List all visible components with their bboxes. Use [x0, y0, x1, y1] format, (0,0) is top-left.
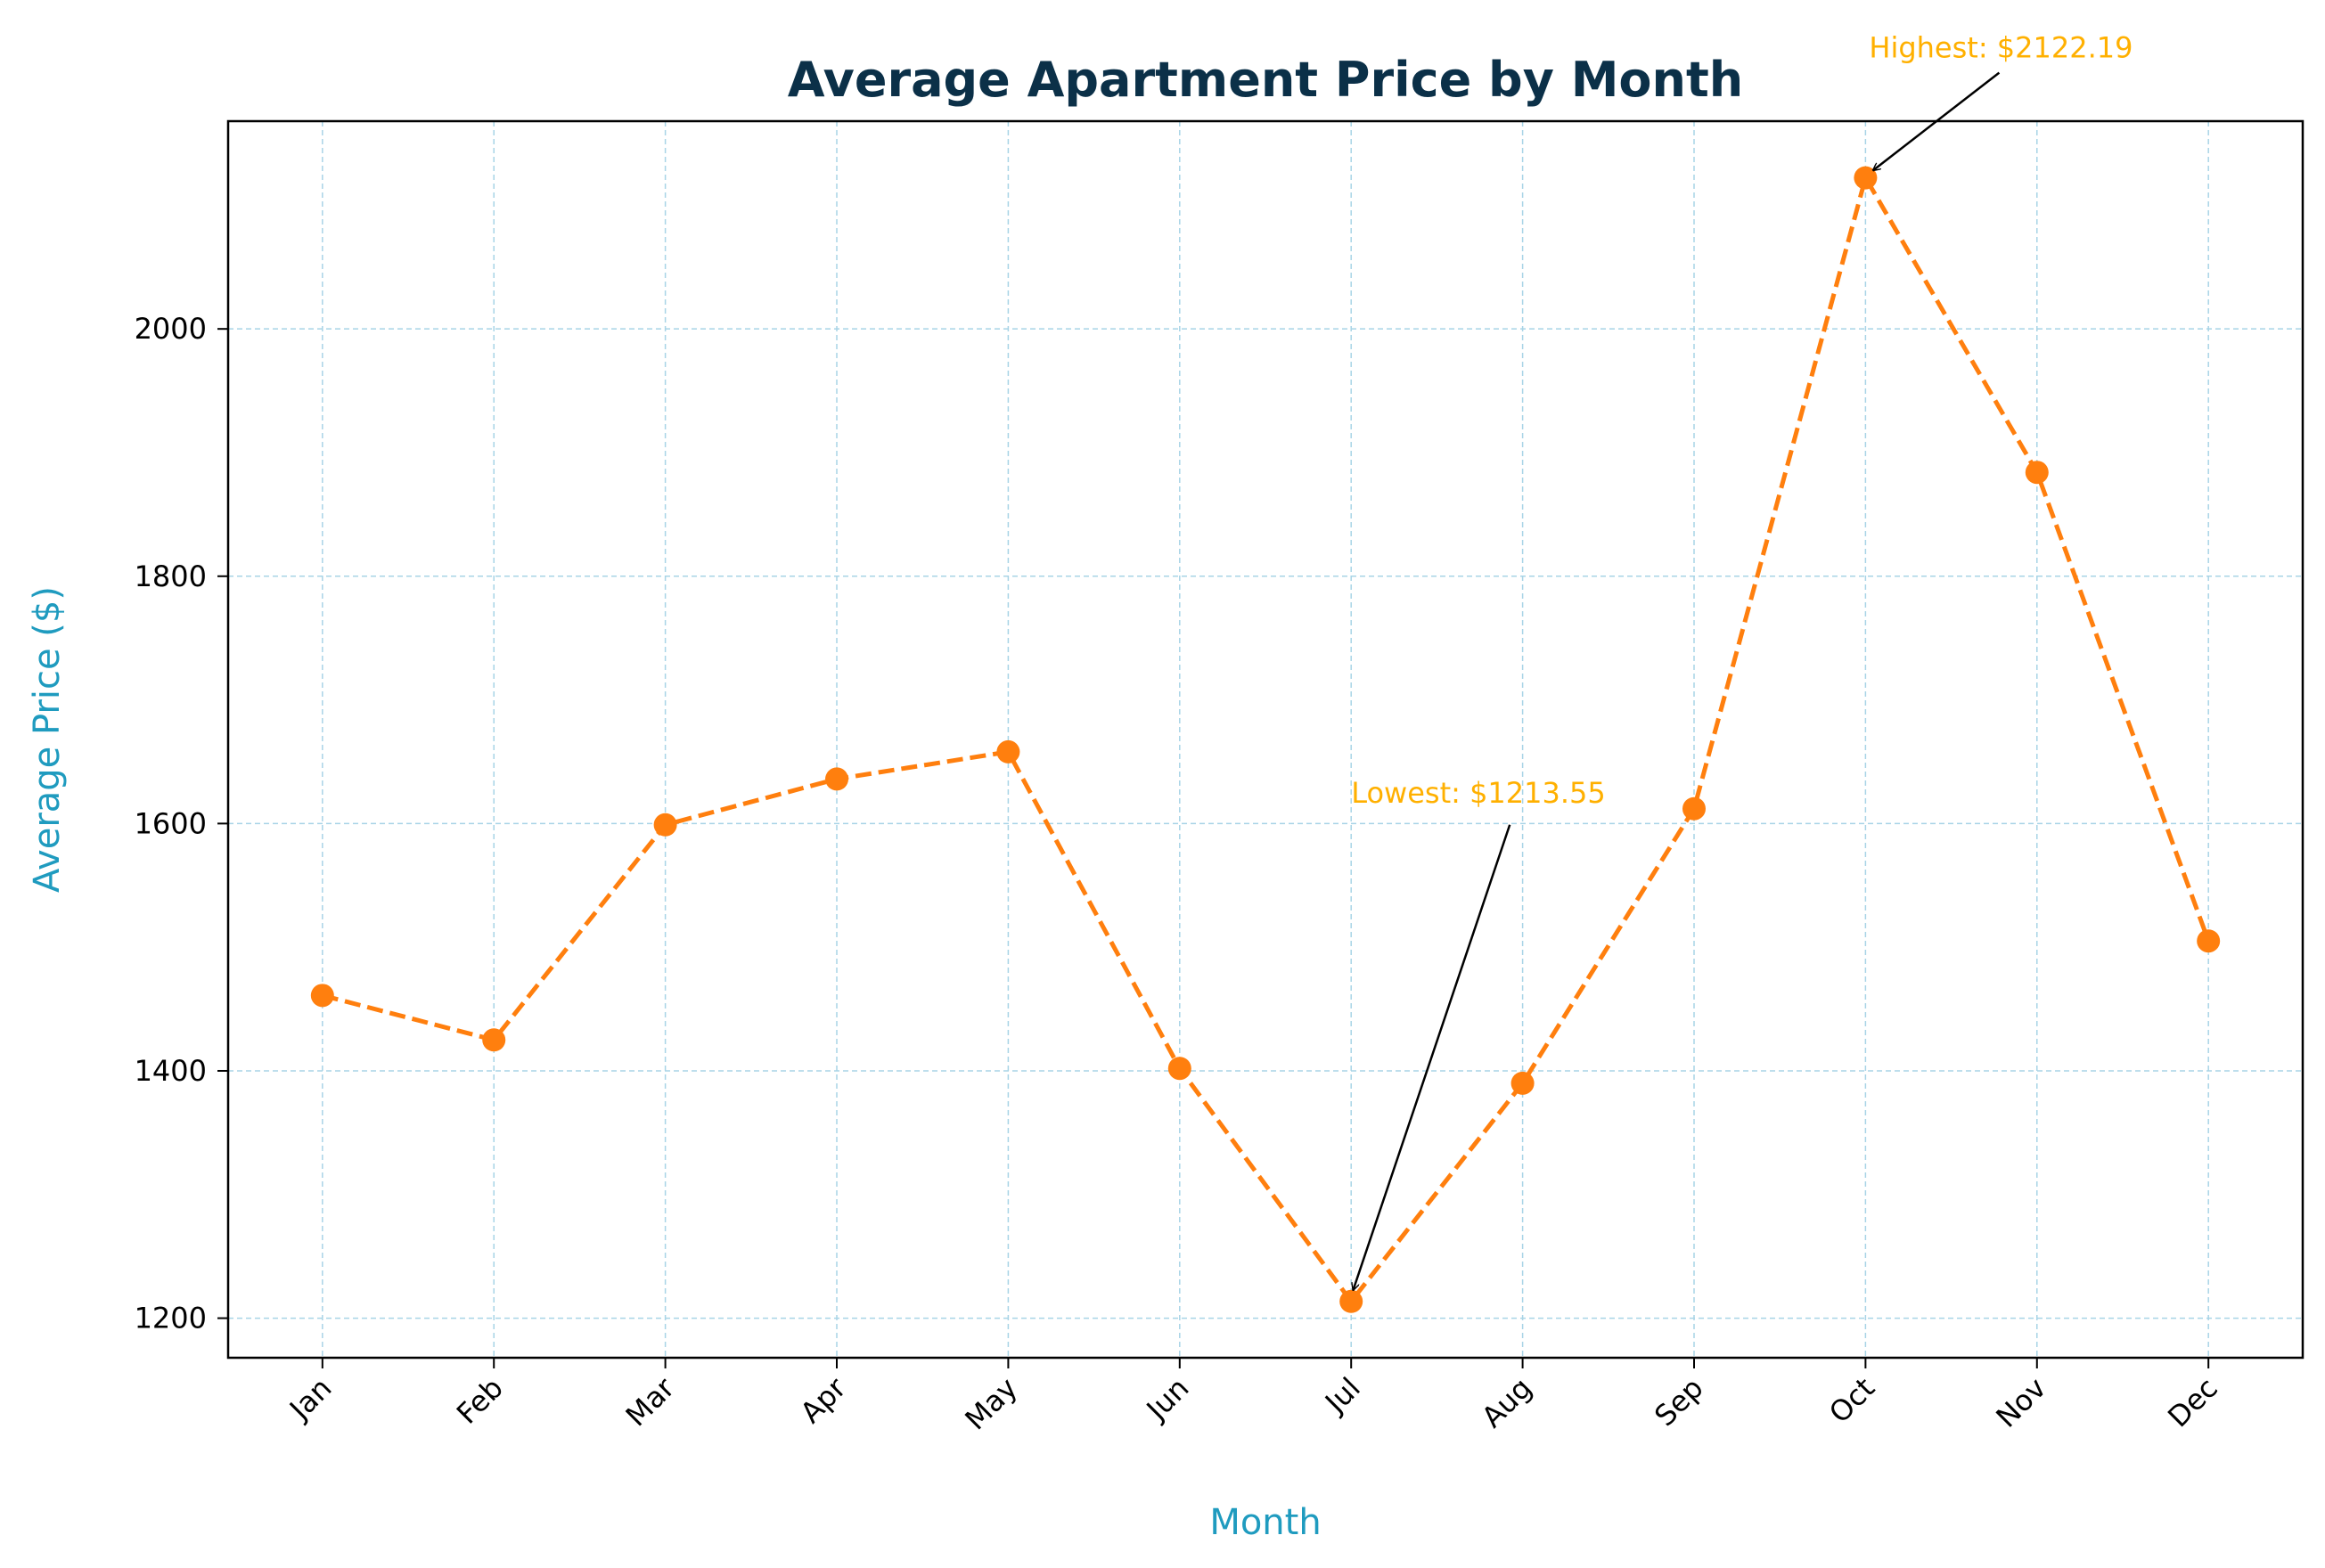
series-line-path [322, 176, 2211, 1304]
annotation-label: Lowest: $1213.55 [1351, 776, 1606, 810]
x-axis-label: Month [1209, 1502, 1321, 1543]
x-axis-ticks: Jan Feb Mar Apr May Jun Jul Aug Sep Oct Nov Dec [282, 1358, 2224, 1436]
x-tick-label: Aug [1475, 1371, 1538, 1434]
x-tick-label: May [958, 1371, 1024, 1437]
x-tick-label: Jun [1139, 1371, 1196, 1428]
y-tick-label: 1800 [135, 559, 207, 593]
series-line [310, 166, 2221, 1313]
x-tick-label: Nov [1989, 1371, 2052, 1434]
grid-lines [228, 121, 2303, 1358]
data-point-mar [653, 813, 677, 837]
data-point-may [996, 739, 1020, 764]
x-tick-label: Feb [450, 1371, 510, 1431]
data-point-apr [825, 767, 849, 791]
data-point-oct [1854, 166, 1878, 190]
x-tick-label: Oct [1822, 1371, 1881, 1430]
data-point-sep [1682, 796, 1706, 821]
data-point-aug [1510, 1071, 1535, 1095]
x-tick-label: Jul [1317, 1371, 1367, 1421]
y-tick-label: 1200 [135, 1302, 207, 1335]
x-tick-label: Dec [2161, 1371, 2224, 1434]
x-tick-label: Sep [1648, 1371, 1710, 1433]
plot-area-frame [226, 119, 2305, 1360]
chart-title: Average Apartment Price by Month [788, 52, 1743, 108]
annotation-arrow [1353, 824, 1511, 1291]
data-point-jun [1167, 1057, 1191, 1081]
annotations: Highest: $2122.19 Lowest: $1213.55 [1351, 31, 2133, 1291]
y-tick-label: 1400 [135, 1054, 207, 1088]
y-axis-ticks: 1200 1400 1600 1800 2000 [135, 312, 228, 1335]
x-tick-label: Jan [282, 1371, 338, 1427]
x-tick-label: Mar [619, 1370, 682, 1433]
y-tick-label: 2000 [135, 312, 207, 346]
x-tick-label: Apr [794, 1370, 854, 1430]
y-axis-label: Average Price ($) [27, 586, 68, 893]
data-point-feb [482, 1028, 506, 1052]
data-point-nov [2025, 461, 2049, 485]
data-point-jul [1339, 1289, 1363, 1313]
y-tick-label: 1600 [135, 806, 207, 840]
annotation-label: Highest: $2122.19 [1869, 31, 2133, 65]
data-point-jan [310, 984, 334, 1008]
data-point-dec [2197, 929, 2221, 953]
